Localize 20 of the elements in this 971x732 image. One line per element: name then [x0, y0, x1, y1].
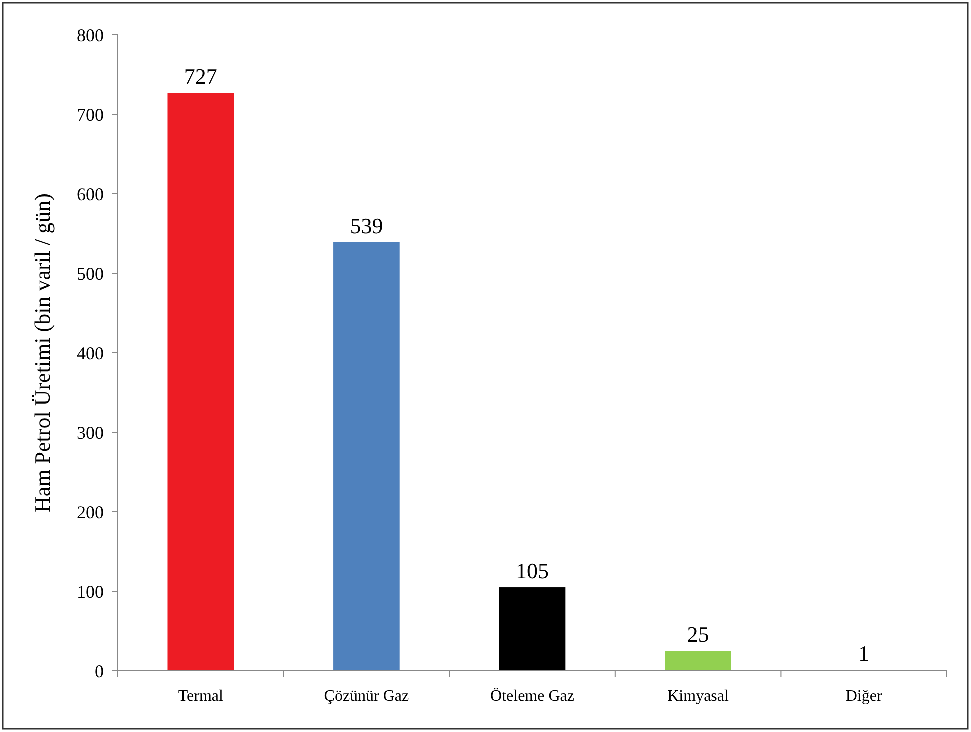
- data-label: 539: [350, 213, 384, 238]
- y-tick-label: 700: [77, 104, 104, 125]
- y-tick-label: 400: [77, 343, 104, 364]
- x-tick-label: Öteleme Gaz: [490, 688, 574, 705]
- x-tick-label: Çözünür Gaz: [324, 688, 410, 705]
- x-tick-label: Kimyasal: [668, 688, 730, 705]
- y-tick-label: 200: [77, 502, 104, 522]
- y-tick-label: 800: [77, 25, 104, 46]
- y-tick-label: 300: [77, 422, 104, 443]
- data-label: 727: [184, 64, 218, 90]
- y-tick-label: 600: [77, 184, 104, 204]
- y-tick-label: 500: [77, 264, 104, 284]
- y-tick-label: 100: [77, 582, 104, 602]
- y-axis-title: Ham Petrol Üretimi (bin varil / gün): [30, 194, 55, 512]
- x-tick-label: Diğer: [846, 688, 883, 705]
- data-label: 25: [687, 622, 710, 648]
- data-label: 1: [858, 641, 870, 666]
- y-tick-label: 0: [95, 661, 104, 682]
- x-tick-label: Termal: [178, 688, 224, 705]
- data-label: 105: [516, 558, 549, 584]
